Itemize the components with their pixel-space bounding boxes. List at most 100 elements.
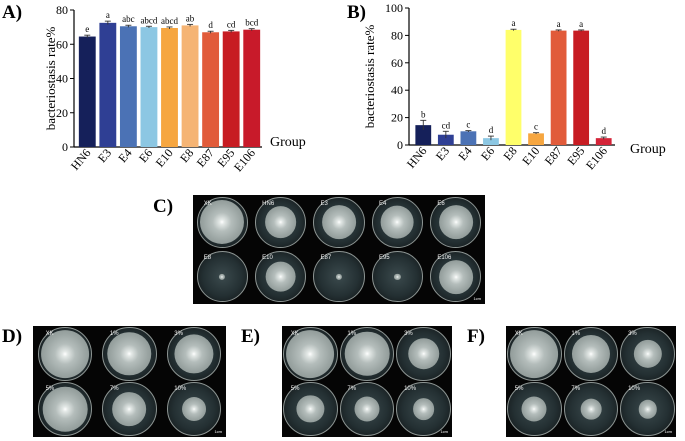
photo-d-plate-grid: XK 1% 3% 5% 7% 10% 1cm [33,326,226,437]
category-label: E10 [153,146,176,170]
dish-label: HN6 [262,200,275,207]
fungal-colony [42,386,88,432]
y-tick-label: 40 [391,83,403,97]
scale-bar-label: 1cm [473,296,481,301]
petri-dish [396,326,451,381]
x-axis-label: Group [630,142,666,157]
y-tick-label: 80 [56,3,68,17]
significance-letter: abc [122,14,135,24]
petri-dish [196,251,248,303]
bar-e95 [573,30,590,146]
petri-dish [620,326,675,381]
category-label: E8 [500,144,519,163]
dish-label: 1% [571,330,581,337]
dish-label: 3% [404,330,413,337]
y-axis-label: bacteriostasis rate% [362,25,377,129]
panel-label-c: C) [153,196,174,217]
significance-letter: a [512,18,516,28]
category-label: E6 [478,144,497,163]
fungal-colony [344,331,390,377]
petri-dish [166,382,221,437]
dish-label: E6 [437,200,445,207]
y-axis-label: bacteriostasis rate% [43,27,58,131]
chart-b: 0 20 40 60 80 100 bacteriostasis rate% Group b HN… [362,1,666,172]
y-tick-label: 40 [56,72,68,86]
petri-dish [37,382,93,437]
bar-e87 [550,30,567,146]
fungal-colony [438,259,473,294]
category-label: E4 [455,144,474,163]
fungal-colony [412,398,435,421]
y-tick-label: 20 [56,106,68,120]
bar-e3 [99,22,117,147]
petri-dish [396,382,451,437]
petri-dish [620,382,675,437]
bar-e4 [119,26,137,147]
significance-letter: c [534,122,538,132]
significance-letter: bcd [245,18,258,28]
fungal-colony [174,334,214,374]
petri-dish [196,196,248,248]
bar-e10 [528,133,544,145]
fungal-colony [510,329,559,378]
bar-e3 [437,134,454,145]
petri-dish [37,326,93,381]
category-label: E87 [194,146,217,170]
dish-label: E4 [378,200,387,207]
dish-label: 10% [628,386,641,393]
fungal-colony [354,396,380,422]
petri-dish [254,196,307,248]
petri-dish [313,251,365,303]
dish-label: XK [45,330,54,337]
fungal-colony [200,200,245,245]
fungal-colony [638,399,657,419]
dish-label: 7% [109,386,119,393]
significance-letter: abcd [140,15,157,25]
dish-label: 7% [571,386,581,393]
y-tick-label: 20 [391,111,403,125]
bar-e6 [140,27,158,147]
y-tick-label: 60 [56,37,68,51]
category-label: E8 [177,146,196,165]
dish-label: XK [290,330,299,337]
y-tick-label: 80 [391,28,403,42]
category-label: E4 [115,146,134,165]
fungal-colony [112,392,147,427]
fungal-colony [107,331,152,376]
significance-letter: c [466,120,470,130]
petri-dish [339,326,395,381]
bar-e106 [595,138,612,145]
significance-letter: ab [186,13,195,23]
fungal-colony [394,273,401,280]
fungal-colony [335,273,343,280]
petri-dish [339,382,395,437]
dish-label: 3% [628,330,637,337]
photo-e-plate-grid: XK 1% 3% 5% 7% 10% 1cm [282,326,452,437]
fungal-colony [521,396,547,422]
petri-dish [102,382,157,437]
dish-label: 10% [174,386,187,393]
dish-label: E95 [378,255,390,262]
panel-label-a: A) [2,2,23,23]
fungal-colony [580,398,602,420]
fungal-colony [264,206,297,239]
petri-dish [563,326,619,381]
significance-letter: b [421,109,426,119]
petri-dish [313,196,365,248]
y-tick-label: 0 [62,140,68,154]
fungal-colony [438,205,473,240]
fungal-colony [296,395,324,423]
bar-e10 [161,27,178,148]
category-label: E10 [519,144,542,168]
significance-letter: abcd [161,16,178,26]
petri-dish [371,251,423,303]
significance-letter: d [208,20,213,30]
bar-e6 [483,138,499,145]
category-label: HN6 [68,146,94,173]
panel-label-e: E) [241,326,260,347]
dish-label: 5% [514,386,524,393]
petri-dish [430,196,482,248]
dish-label: XK [203,200,212,207]
category-label: E106 [231,146,258,174]
dish-label: 1% [347,330,357,337]
